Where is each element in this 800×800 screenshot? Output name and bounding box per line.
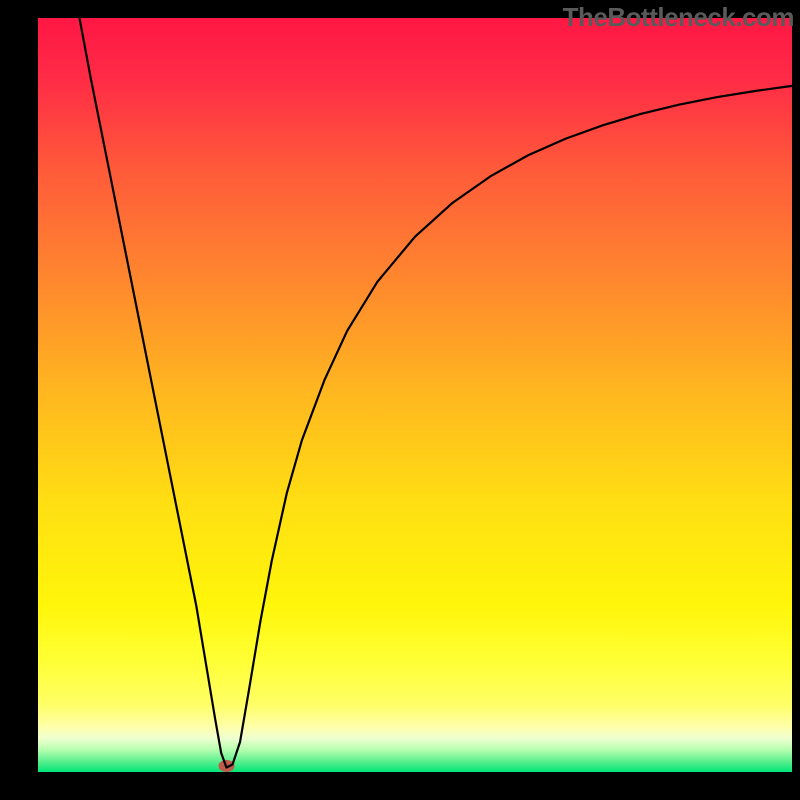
plot-background <box>38 18 792 772</box>
chart-container: TheBottleneck.com <box>0 0 800 800</box>
bottleneck-chart <box>0 0 800 800</box>
watermark-text: TheBottleneck.com <box>563 2 794 33</box>
